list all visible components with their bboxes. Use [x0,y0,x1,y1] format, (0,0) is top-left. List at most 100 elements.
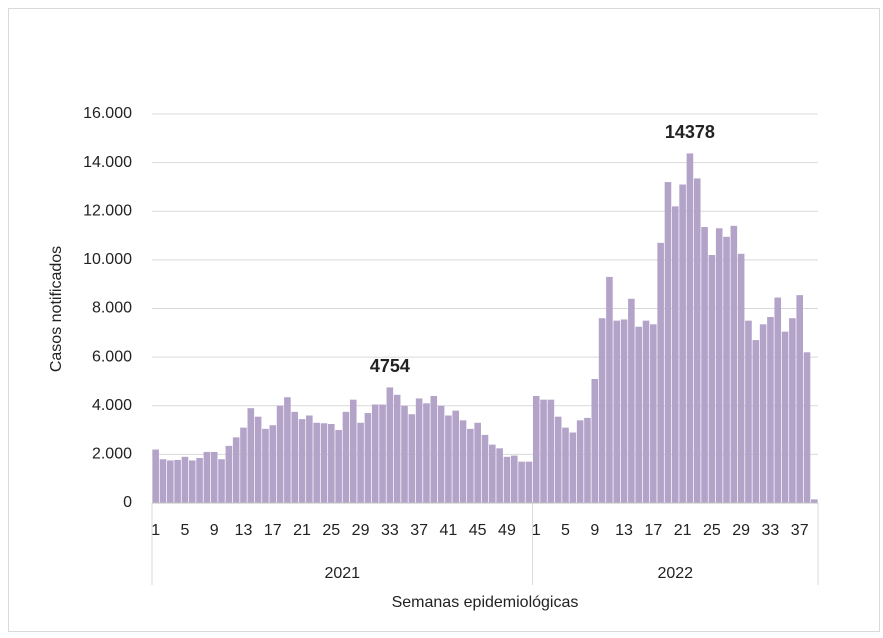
x-tick-label: 33 [762,522,780,539]
x-axis-title: Semanas epidemiológicas [392,594,579,611]
x-tick-label: 17 [264,522,282,539]
bar [811,499,818,503]
bar [262,428,269,503]
x-tick-label: 45 [469,522,487,539]
bar [686,153,694,503]
bar [613,320,621,503]
bar [203,451,211,503]
bar [642,320,650,503]
bar [232,437,240,503]
bar [789,318,796,503]
bar [196,458,203,503]
bar [240,427,247,503]
bar [298,419,306,503]
bar [423,403,430,503]
bar [628,298,635,503]
bar [569,432,577,503]
x-tick-label: 25 [703,522,721,539]
bar [181,456,189,503]
bar [525,461,533,503]
y-tick-label: 16.000 [83,105,132,122]
x-tick-label: 33 [381,522,399,539]
y-tick-label: 12.000 [83,202,132,219]
x-tick-label: 9 [590,522,599,539]
bar [510,455,518,503]
y-tick-label: 2.000 [92,446,132,463]
group-label: 2021 [324,565,360,582]
bar [708,255,716,503]
data-label: 14378 [665,122,715,142]
bar [547,399,555,503]
bar [276,405,284,503]
bar [562,427,569,503]
bar [159,459,167,503]
bar [745,320,752,503]
bar [664,182,672,503]
y-tick-label: 0 [123,494,132,511]
x-tick-label: 13 [615,522,633,539]
bar [650,324,657,503]
bar [459,420,467,503]
bar [796,295,803,503]
bar [467,428,474,503]
x-tick-label: 9 [210,522,219,539]
bar [730,225,738,503]
x-tick-label: 5 [180,522,189,539]
bar [584,417,591,503]
bar [554,416,562,503]
bar [313,422,320,503]
bar [540,399,547,503]
bar [364,413,372,503]
bar [247,408,255,503]
bar [598,318,606,503]
x-tick-label: 1 [151,522,160,539]
bar [657,242,664,503]
x-tick-label: 21 [293,522,311,539]
bar [635,326,642,503]
bar [218,459,225,503]
bar [408,414,416,503]
y-tick-label: 14.000 [83,154,132,171]
bar [452,410,460,503]
x-tick-label: 37 [410,522,428,539]
bar [269,425,277,503]
bar [532,396,540,503]
bar [671,206,679,503]
x-tick-label: 13 [235,522,253,539]
bar [620,319,628,503]
x-tick-label: 1 [532,522,541,539]
x-tick-label: 17 [644,522,662,539]
bar [481,434,489,503]
chart-border [8,8,880,632]
bar [174,459,181,503]
bar [210,451,218,503]
bar [167,460,174,503]
bar [152,449,159,503]
bar [723,236,730,503]
bar [393,394,401,503]
bar [401,405,408,503]
bar [291,411,299,503]
y-tick-label: 10.000 [83,251,132,268]
x-tick-label: 37 [791,522,809,539]
bar [254,416,262,503]
bar [225,445,233,503]
bar [415,398,423,503]
bar [188,460,196,503]
x-tick-label: 29 [732,522,750,539]
bar [474,422,481,503]
bar [320,423,328,503]
bar [379,404,386,503]
bar [767,317,774,503]
y-tick-label: 4.000 [92,397,132,414]
y-tick-label: 6.000 [92,348,132,365]
bar [781,331,789,503]
x-tick-label: 21 [674,522,692,539]
bar [737,253,745,503]
bar [357,422,364,503]
bar [591,379,599,503]
bar [503,456,511,503]
x-tick-label: 25 [322,522,340,539]
group-label: 2022 [657,565,693,582]
